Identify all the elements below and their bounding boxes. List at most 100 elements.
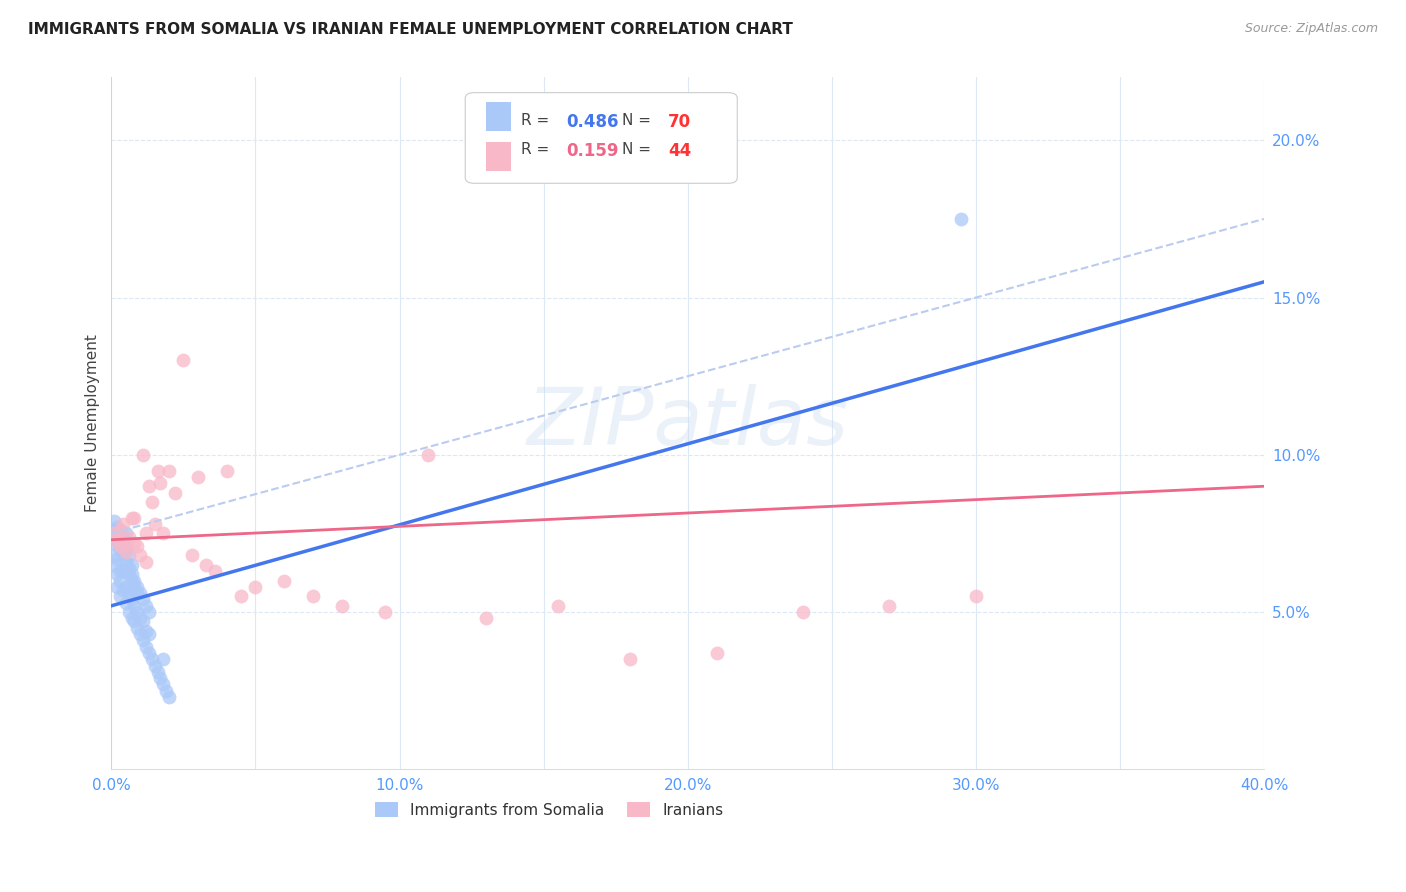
- Text: 0.486: 0.486: [567, 113, 619, 131]
- Point: [111, 530, 134, 544]
- Text: ZIPatlas: ZIPatlas: [527, 384, 849, 462]
- Point: [105, 580, 128, 594]
- Point: [152, 526, 174, 541]
- Point: [114, 542, 136, 557]
- Point: [105, 533, 128, 547]
- Point: [215, 464, 238, 478]
- Point: [121, 611, 143, 625]
- Point: [152, 677, 174, 691]
- Point: [132, 615, 155, 629]
- Point: [187, 470, 209, 484]
- Point: [135, 526, 157, 541]
- Point: [141, 652, 163, 666]
- Point: [135, 640, 157, 654]
- Point: [163, 485, 186, 500]
- Point: [105, 520, 128, 534]
- Point: [124, 599, 146, 613]
- Point: [108, 539, 131, 553]
- Point: [103, 526, 125, 541]
- Point: [103, 549, 125, 563]
- Point: [111, 545, 134, 559]
- Point: [111, 564, 134, 578]
- Point: [108, 574, 131, 588]
- Point: [132, 633, 155, 648]
- Point: [172, 353, 194, 368]
- Point: [121, 558, 143, 572]
- Point: [105, 533, 128, 547]
- Point: [121, 567, 143, 582]
- Point: [138, 605, 160, 619]
- FancyBboxPatch shape: [465, 93, 737, 183]
- Point: [374, 605, 396, 619]
- FancyBboxPatch shape: [486, 102, 512, 131]
- Point: [108, 524, 131, 538]
- Point: [129, 586, 152, 600]
- Point: [114, 561, 136, 575]
- Y-axis label: Female Unemployment: Female Unemployment: [86, 334, 100, 512]
- Point: [105, 551, 128, 566]
- Point: [124, 615, 146, 629]
- Point: [146, 464, 169, 478]
- Point: [302, 590, 325, 604]
- Point: [114, 555, 136, 569]
- Point: [121, 592, 143, 607]
- Point: [619, 652, 641, 666]
- Point: [105, 567, 128, 582]
- Text: N =: N =: [621, 142, 655, 157]
- Point: [245, 580, 267, 594]
- Point: [706, 646, 728, 660]
- Point: [132, 592, 155, 607]
- Point: [103, 558, 125, 572]
- Point: [103, 514, 125, 528]
- Point: [124, 510, 146, 524]
- Point: [138, 646, 160, 660]
- Text: N =: N =: [621, 113, 655, 128]
- Point: [792, 605, 814, 619]
- Point: [124, 574, 146, 588]
- Point: [114, 526, 136, 541]
- Point: [108, 590, 131, 604]
- Point: [118, 586, 141, 600]
- Point: [155, 683, 177, 698]
- Text: 70: 70: [668, 113, 692, 131]
- Point: [330, 599, 353, 613]
- Point: [138, 627, 160, 641]
- Point: [135, 624, 157, 638]
- Point: [141, 495, 163, 509]
- Point: [111, 549, 134, 563]
- Point: [111, 582, 134, 597]
- Point: [129, 549, 152, 563]
- Point: [149, 476, 172, 491]
- Point: [418, 448, 440, 462]
- Point: [135, 599, 157, 613]
- Legend: Immigrants from Somalia, Iranians: Immigrants from Somalia, Iranians: [368, 796, 730, 824]
- Point: [108, 542, 131, 557]
- Point: [114, 545, 136, 559]
- Point: [195, 558, 218, 572]
- Point: [146, 665, 169, 679]
- Point: [132, 448, 155, 462]
- Point: [114, 542, 136, 557]
- Point: [111, 536, 134, 550]
- Point: [965, 590, 987, 604]
- Point: [157, 464, 180, 478]
- Point: [118, 549, 141, 563]
- Point: [124, 580, 146, 594]
- Point: [127, 586, 149, 600]
- Point: [108, 524, 131, 538]
- Point: [204, 564, 226, 578]
- FancyBboxPatch shape: [486, 142, 512, 171]
- Point: [103, 536, 125, 550]
- Point: [127, 605, 149, 619]
- Text: Source: ZipAtlas.com: Source: ZipAtlas.com: [1244, 22, 1378, 36]
- Point: [127, 580, 149, 594]
- Text: R =: R =: [520, 142, 554, 157]
- Text: 0.159: 0.159: [567, 142, 619, 160]
- Point: [121, 574, 143, 588]
- Point: [157, 690, 180, 704]
- Point: [114, 596, 136, 610]
- Point: [547, 599, 569, 613]
- Point: [143, 658, 166, 673]
- Point: [149, 671, 172, 685]
- Point: [127, 539, 149, 553]
